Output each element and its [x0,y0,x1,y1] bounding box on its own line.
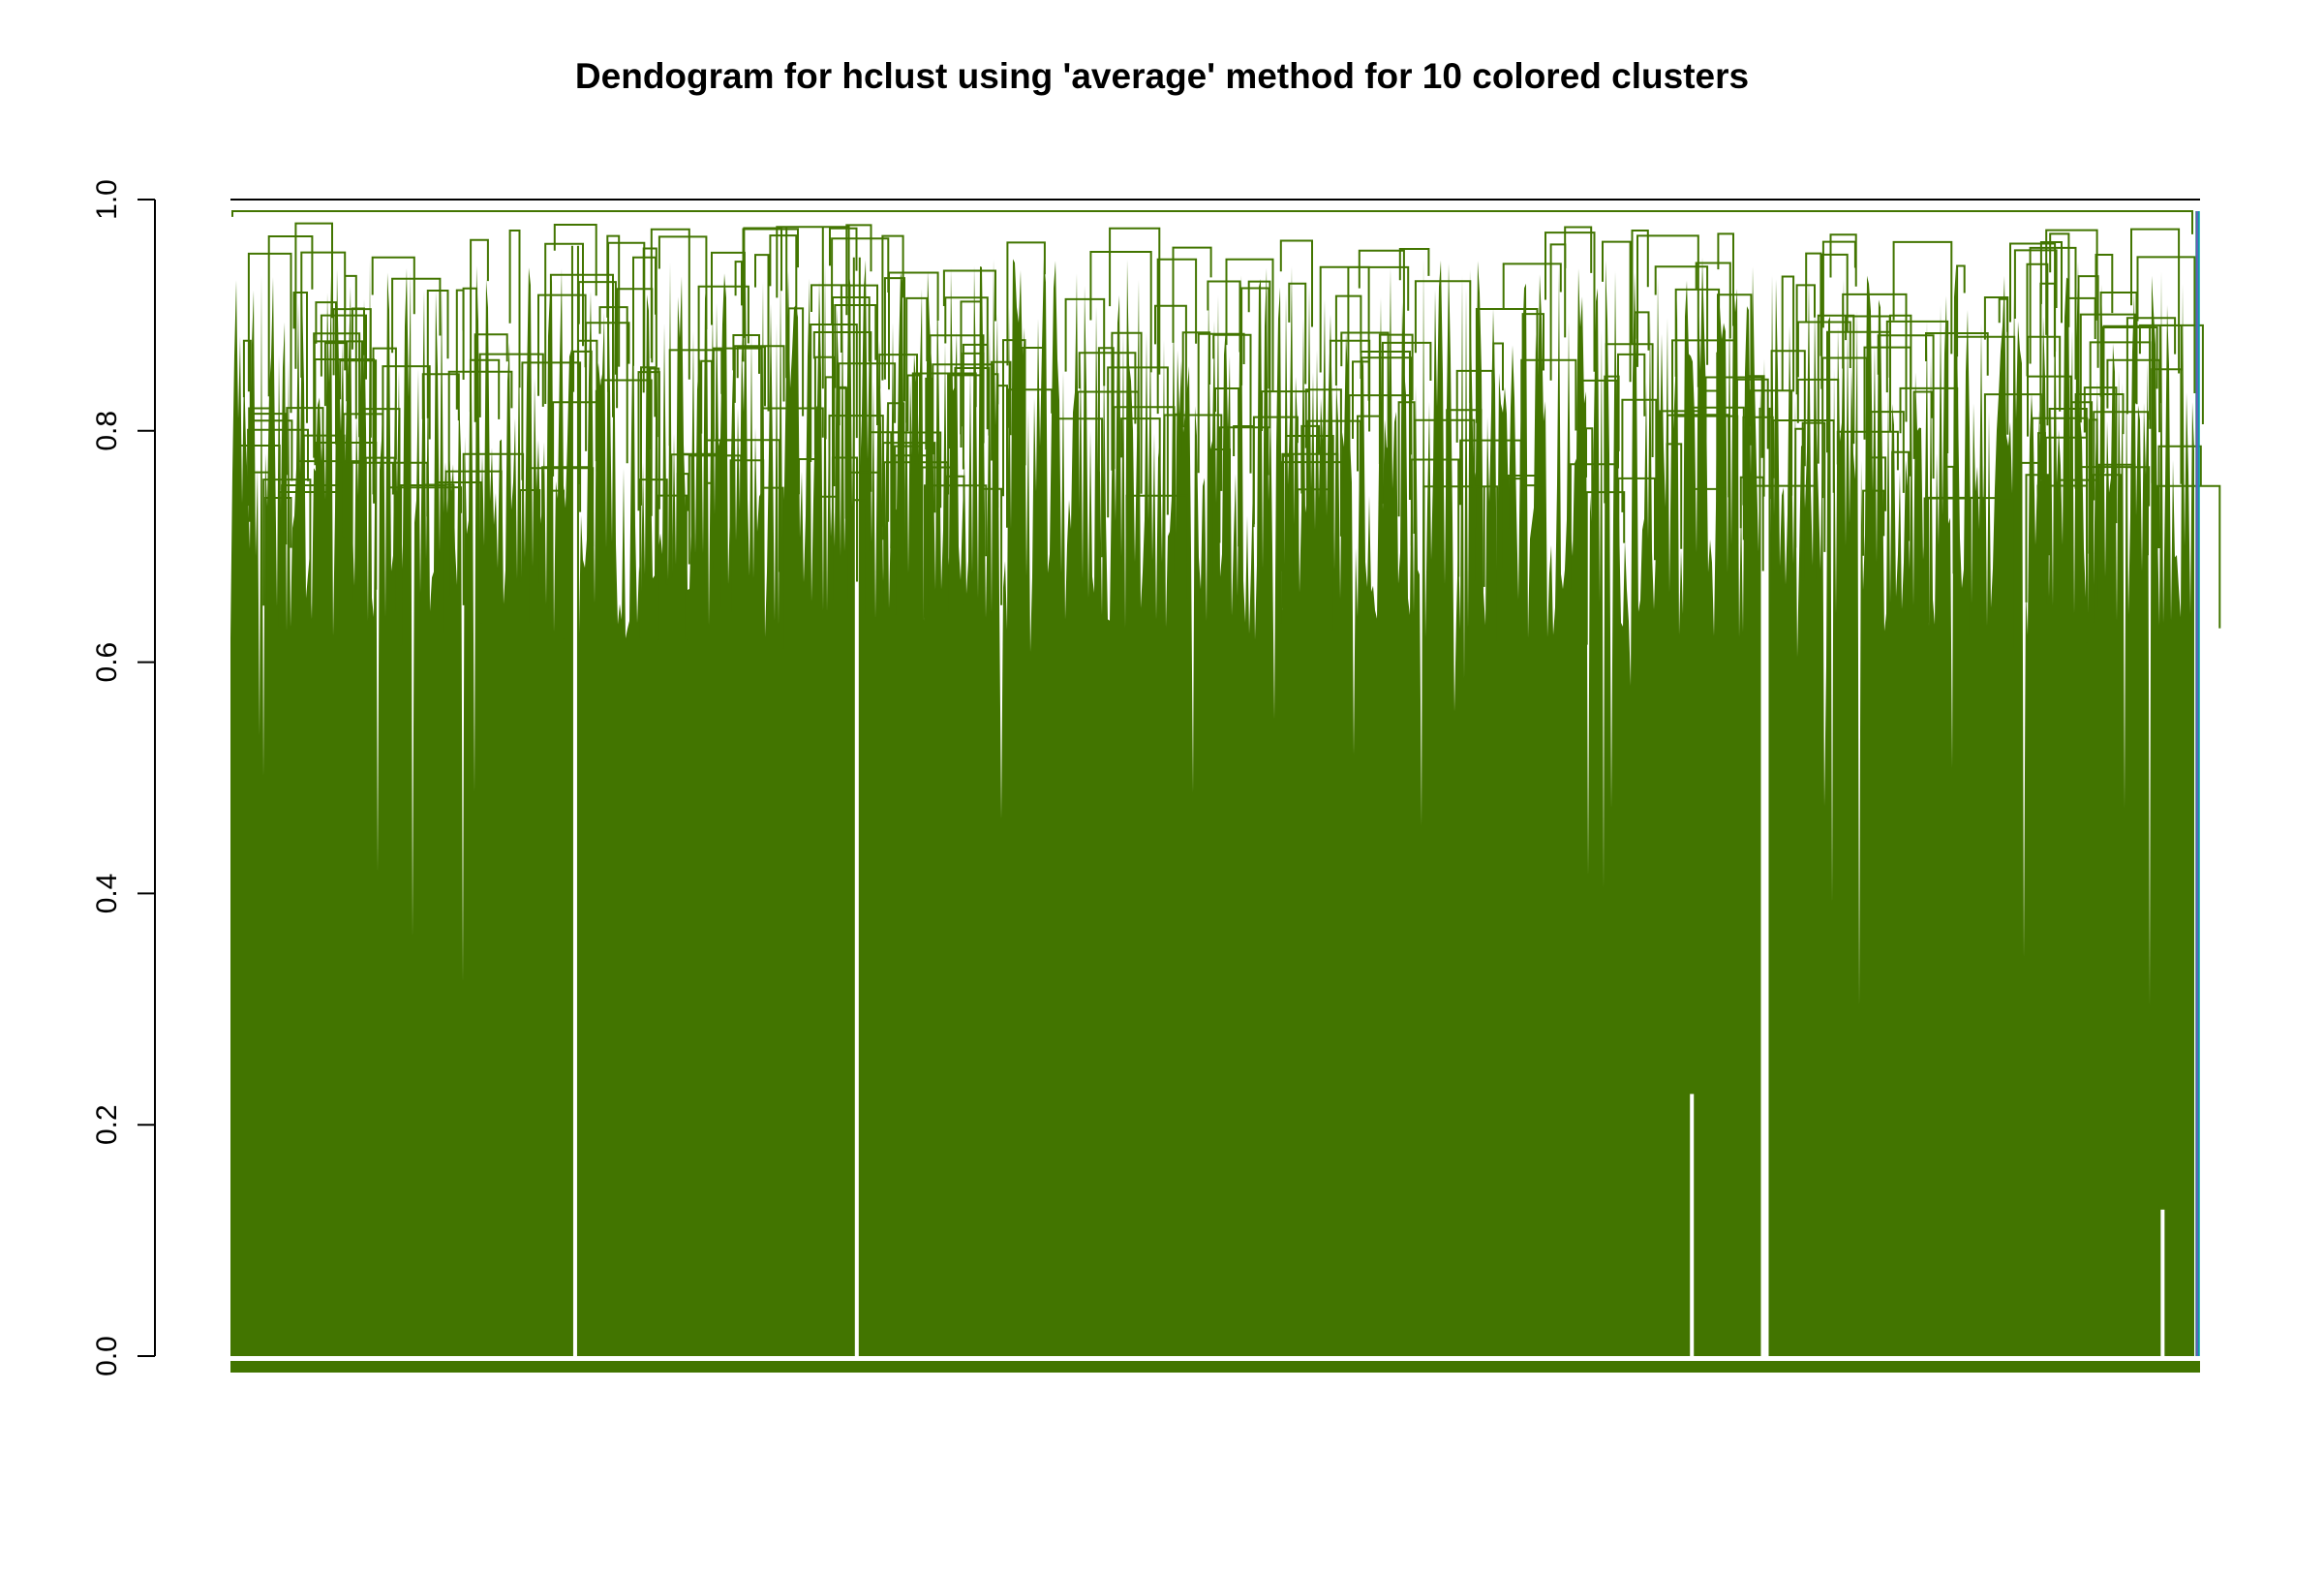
merge-brackets [236,222,2221,653]
y-tick-label: 0.2 [91,1104,123,1145]
cluster-gap [571,249,578,1356]
merge-bracket-set [236,222,2221,653]
root-link [231,209,2193,234]
cluster-gap [1689,1094,1696,1356]
y-tick-label: 0.8 [91,411,123,451]
y-axis: 0.0 0.2 0.4 0.6 0.8 1.0 [91,179,156,1376]
leaf-strip [230,1361,2200,1373]
y-tick-label: 0.4 [91,874,123,914]
y-tick-label: 0.6 [91,642,123,683]
y-tick-label: 0.0 [91,1336,123,1376]
cluster-gap [853,261,860,1357]
y-tick-label: 1.0 [91,179,123,220]
cluster-gap [1759,411,1770,1356]
chart-title: Dendogram for hclust using 'average' met… [574,56,1750,96]
dendrogram-tree [230,199,2221,1373]
cluster-gap [2159,1209,2166,1356]
